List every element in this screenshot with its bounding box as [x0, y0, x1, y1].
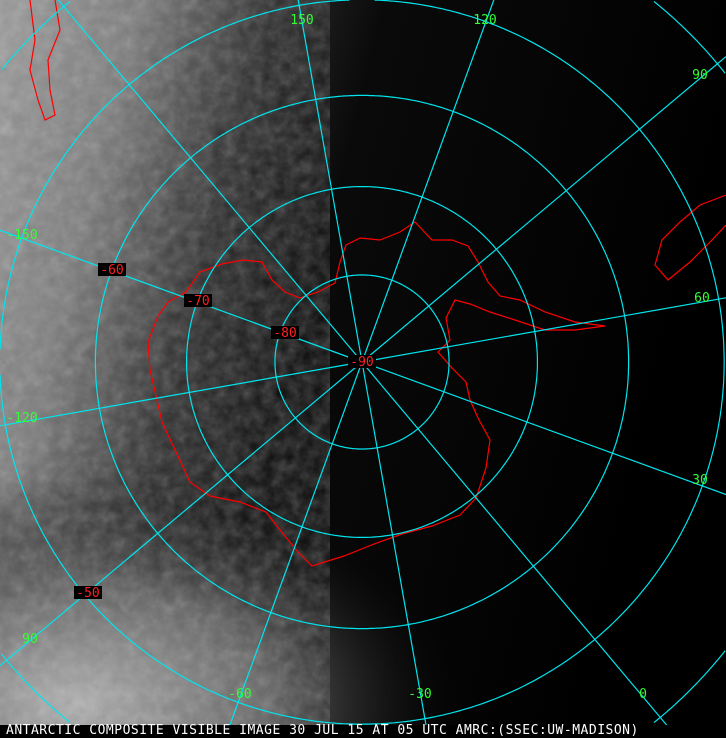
longitude-label: 90 — [22, 632, 38, 647]
longitude-label: -30 — [408, 687, 431, 702]
latitude-label: -90 — [350, 355, 373, 370]
longitude-label: 150 — [290, 13, 313, 28]
caption-bar — [0, 725, 726, 738]
landmass-coastline — [29, 0, 61, 121]
longitude-label: 120 — [473, 13, 496, 28]
latitude-circle — [274, 274, 450, 450]
longitude-line — [361, 56, 726, 363]
latitude-label: -80 — [273, 326, 296, 341]
longitude-line — [361, 297, 726, 363]
longitude-label: 0 — [639, 687, 647, 702]
longitude-line — [361, 361, 427, 726]
antarctica-coastline — [147, 221, 606, 567]
longitude-line — [0, 361, 363, 667]
longitude-label: -120 — [6, 411, 37, 426]
latitude-label: -70 — [186, 294, 209, 309]
longitude-line — [229, 361, 363, 726]
longitude-line — [361, 361, 668, 726]
latitude-circle — [94, 94, 630, 630]
image-caption: ANTARCTIC COMPOSITE VISIBLE IMAGE 30 JUL… — [6, 723, 639, 738]
landmass-coastline — [654, 194, 726, 281]
longitude-label: -150 — [6, 228, 37, 243]
longitude-line — [361, 0, 495, 363]
latitude-label: -50 — [76, 586, 99, 601]
longitude-label: 90 — [692, 68, 708, 83]
coastline-layer — [29, 0, 726, 567]
latitude-circle — [186, 186, 538, 538]
longitude-line — [57, 0, 363, 363]
longitude-line — [361, 361, 726, 496]
longitude-label: -60 — [228, 687, 251, 702]
longitude-label: 30 — [692, 473, 708, 488]
longitude-line — [0, 229, 363, 363]
longitude-line — [0, 361, 363, 427]
graticule-labels: 150 120 90 60 30 0 -30 -60 90 -120 -150 -60 -70 -80 -9… — [6, 13, 709, 702]
longitude-line — [297, 0, 363, 363]
latitude-label: -60 — [100, 263, 123, 278]
longitude-label: 60 — [694, 291, 710, 306]
